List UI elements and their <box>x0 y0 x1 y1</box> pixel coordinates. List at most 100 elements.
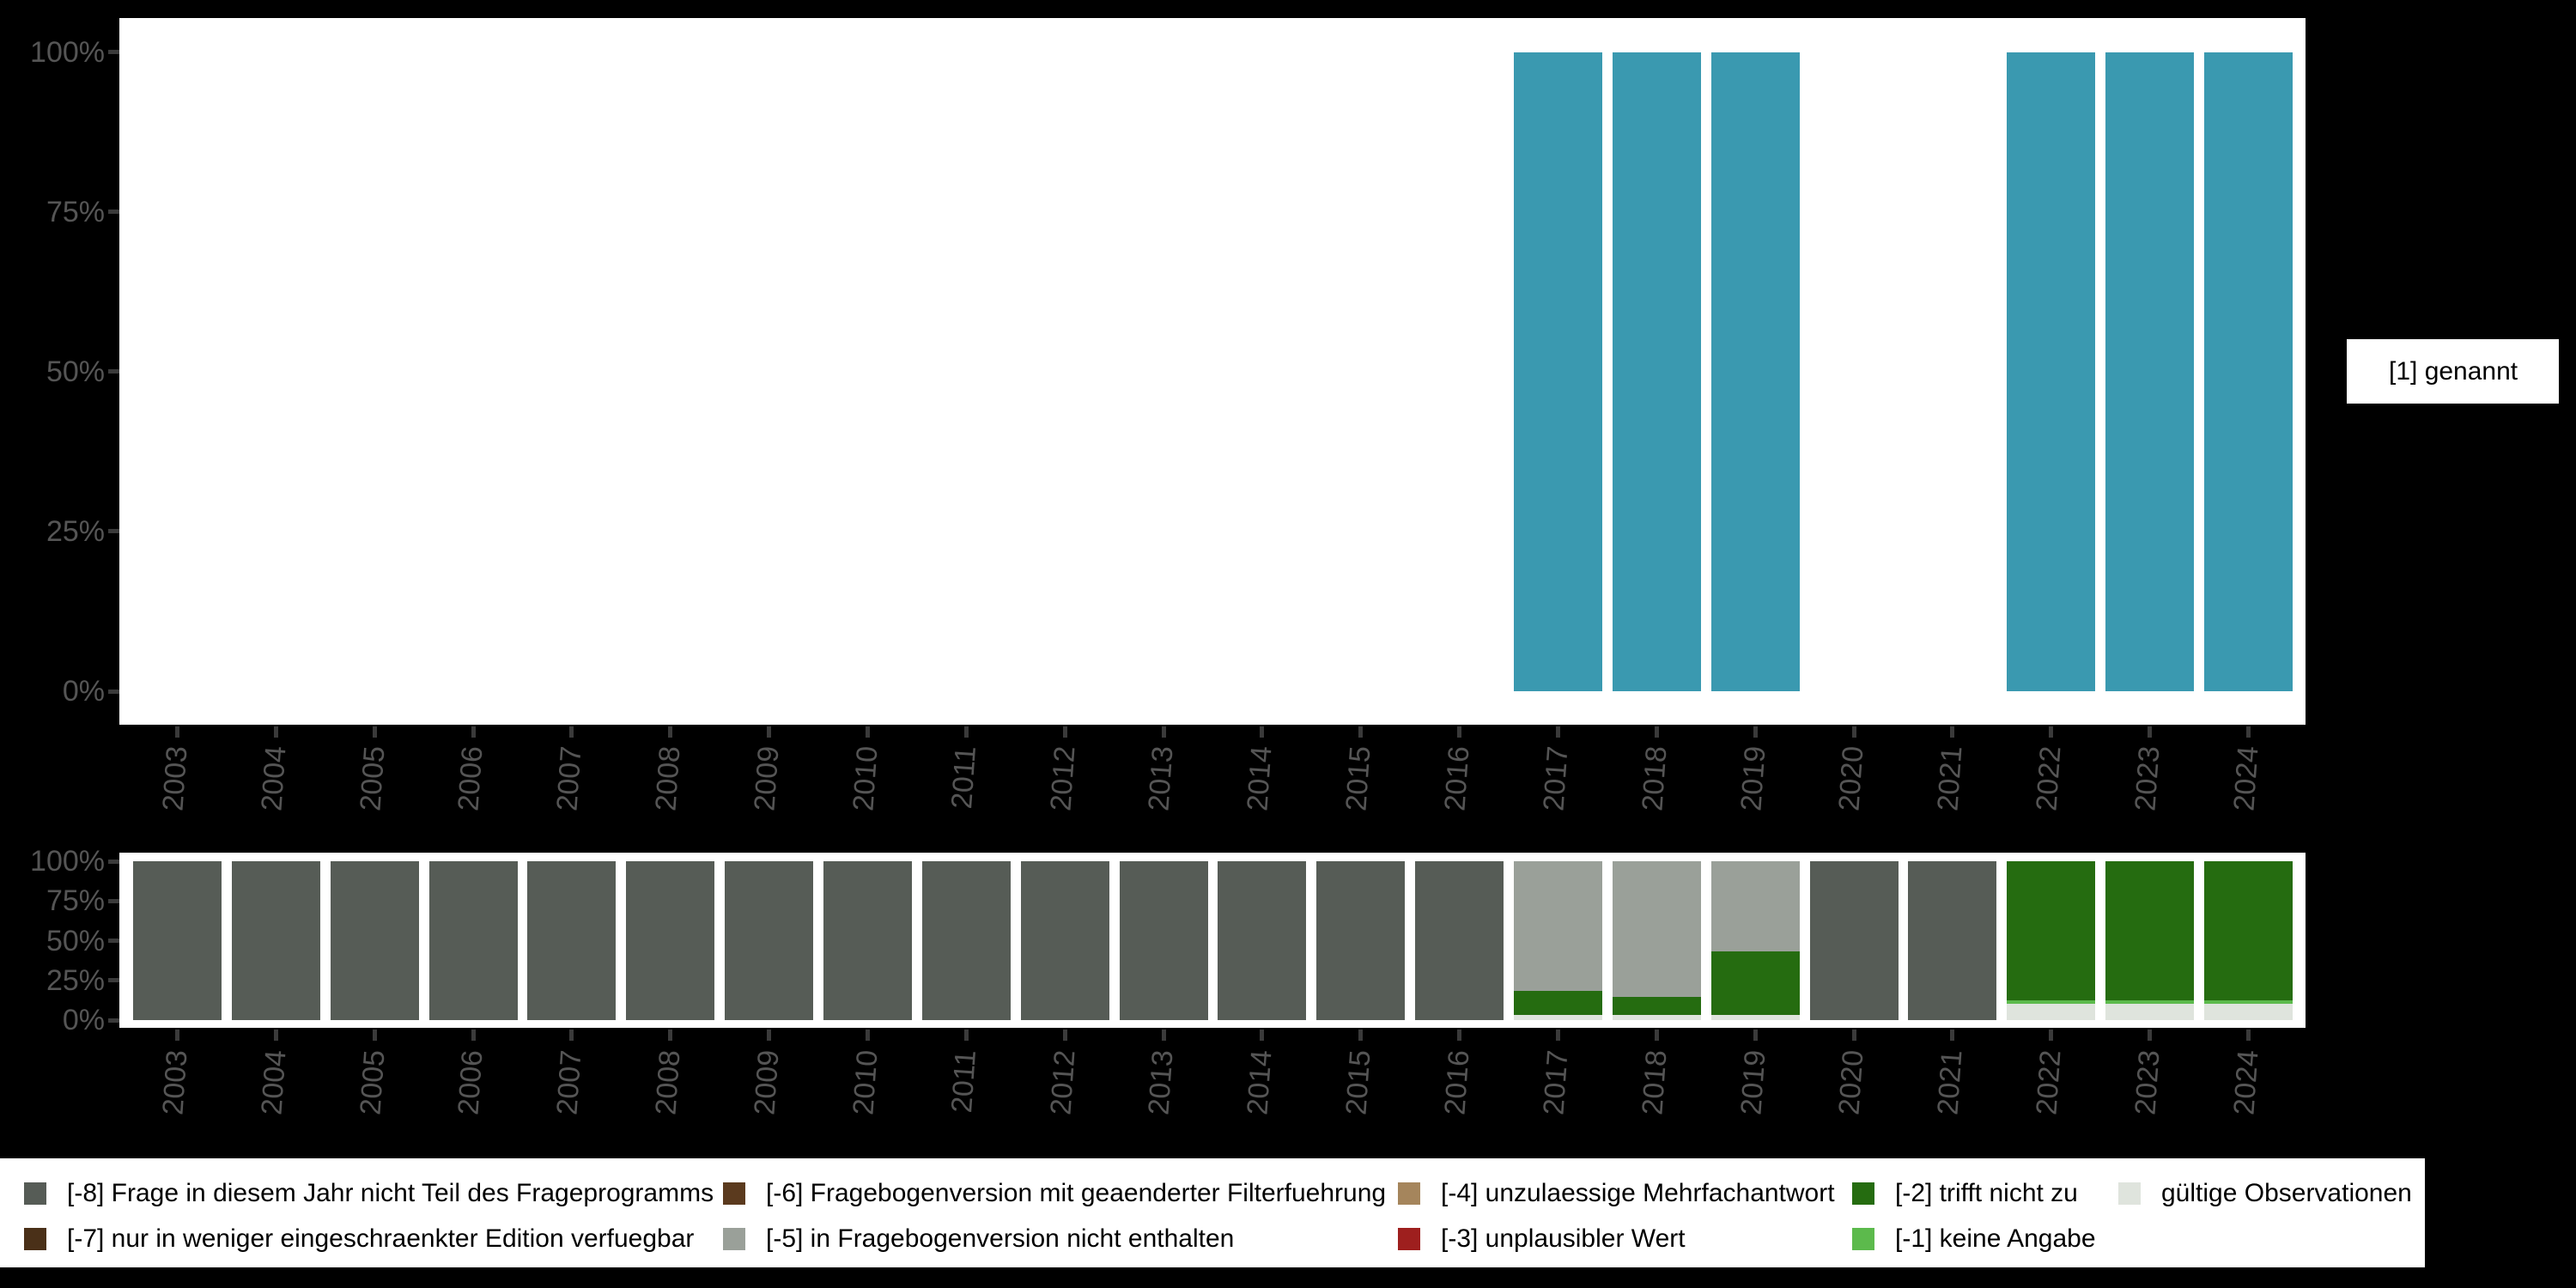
bar-segment <box>725 861 814 1020</box>
legend-item: [-5] in Fragebogenversion nicht enthalte… <box>723 1225 1234 1253</box>
top-legend: [1] genannt <box>2347 339 2559 404</box>
y-axis-tick <box>108 50 119 54</box>
legend-label: [-4] unzulaessige Mehrfachantwort <box>1441 1179 1835 1207</box>
bar-segment <box>1513 990 1602 1015</box>
x-axis-label-text: 2008 <box>649 1048 687 1116</box>
bar-segment <box>2203 861 2293 1000</box>
x-axis-tick <box>2245 726 2251 738</box>
x-axis-tick <box>273 726 278 738</box>
x-axis-label-text: 2021 <box>1931 1048 1969 1116</box>
x-axis-label-text: 2010 <box>847 744 884 812</box>
x-axis-tick <box>372 1030 377 1041</box>
y-axis-label: 0% <box>62 1004 105 1036</box>
x-axis-label-text: 2003 <box>156 1048 194 1116</box>
x-axis-label-text: 2009 <box>748 744 786 812</box>
x-axis-tick <box>1753 1030 1758 1041</box>
bar-segment <box>2105 1003 2195 1020</box>
bar-segment <box>1612 1014 1701 1020</box>
legend-swatch <box>1852 1182 1874 1205</box>
y-axis-tick <box>108 978 119 983</box>
x-axis-tick <box>1062 1030 1067 1041</box>
legend-item: [-7] nur in weniger eingeschraenkter Edi… <box>24 1225 694 1253</box>
x-axis-label-text: 2011 <box>945 1048 983 1115</box>
bar-segment <box>2203 999 2293 1004</box>
x-axis-tick <box>1950 1030 1955 1041</box>
bar-segment <box>1316 861 1406 1020</box>
bar-segment <box>1119 861 1208 1020</box>
x-axis-label-text: 2015 <box>1340 744 1377 812</box>
x-axis-tick <box>865 1030 870 1041</box>
legend-label: [-7] nur in weniger eingeschraenkter Edi… <box>67 1224 695 1253</box>
x-axis-tick <box>668 1030 673 1041</box>
x-axis-label-text: 2004 <box>255 1048 293 1116</box>
x-axis-label-text: 2009 <box>748 1048 786 1116</box>
x-axis-label-text: 2014 <box>1241 744 1279 812</box>
x-axis-tick <box>1161 726 1166 738</box>
legend-swatch <box>1398 1228 1420 1250</box>
x-axis-tick <box>963 726 969 738</box>
legend-swatch <box>24 1228 46 1250</box>
y-axis-label: 50% <box>46 355 105 388</box>
x-axis-tick <box>1555 726 1560 738</box>
x-axis-label-text: 2024 <box>2227 1048 2265 1116</box>
bar-segment <box>2007 861 2096 1000</box>
x-axis-tick <box>273 1030 278 1041</box>
x-axis-tick <box>1358 1030 1364 1041</box>
bar-segment <box>1710 52 1800 691</box>
y-axis-label: 0% <box>62 675 105 708</box>
bar-segment <box>527 861 617 1020</box>
bar-segment <box>1710 951 1800 1016</box>
legend-item: gültige Observationen <box>2118 1180 2412 1207</box>
x-axis-tick <box>175 1030 179 1041</box>
legend-item: [-2] trifft nicht zu <box>1852 1180 2078 1207</box>
bar-segment <box>1612 861 1701 998</box>
bar-segment <box>330 861 419 1020</box>
x-axis-tick <box>767 726 772 738</box>
x-axis-tick <box>1654 726 1659 738</box>
legend-label: [-3] unplausibler Wert <box>1441 1224 1686 1253</box>
y-axis-label: 75% <box>46 195 105 228</box>
x-axis-tick <box>668 726 673 738</box>
x-axis-tick <box>471 1030 476 1041</box>
x-axis-tick <box>865 726 870 738</box>
bar-segment <box>2105 52 2195 691</box>
y-axis-tick <box>108 939 119 943</box>
legend-swatch <box>1398 1182 1420 1205</box>
y-axis-tick <box>108 529 119 534</box>
x-axis-label-text: 2011 <box>945 744 983 811</box>
bar-segment <box>1612 52 1701 691</box>
bar-segment <box>1710 861 1800 952</box>
y-axis-tick <box>108 369 119 374</box>
y-axis-label: 75% <box>46 884 105 918</box>
bar-segment <box>1218 861 1307 1020</box>
y-axis-tick <box>108 689 119 694</box>
bar-segment <box>1908 861 1997 1020</box>
bar-segment <box>2203 1003 2293 1020</box>
x-axis-label-text: 2020 <box>1832 1048 1871 1116</box>
legend-label: [-8] Frage in diesem Jahr nicht Teil des… <box>67 1179 714 1207</box>
x-axis-label-text: 2005 <box>353 744 392 812</box>
x-axis-label-text: 2022 <box>2030 1048 2068 1116</box>
legend-label: [-1] keine Angabe <box>1895 1224 2096 1253</box>
bar-segment <box>1513 1014 1602 1020</box>
x-axis-label-text: 2017 <box>1537 744 1575 812</box>
x-axis-label-text: 2003 <box>156 744 194 812</box>
x-axis-label-text: 2006 <box>452 1048 490 1116</box>
x-axis-tick <box>1950 726 1955 738</box>
legend-swatch <box>1852 1228 1874 1250</box>
y-axis-tick <box>108 210 119 215</box>
y-axis-label: 25% <box>46 963 105 997</box>
x-axis-tick <box>1851 1030 1856 1041</box>
x-axis-tick <box>1457 1030 1462 1041</box>
bar-segment <box>1020 861 1109 1020</box>
legend-swatch <box>723 1228 745 1250</box>
x-axis-label-text: 2007 <box>550 1048 588 1116</box>
y-axis-label: 100% <box>30 35 105 69</box>
bar-segment <box>2007 52 2096 691</box>
x-axis-label-text: 2023 <box>2129 744 2166 812</box>
x-axis-label-text: 2016 <box>1438 1048 1476 1116</box>
bar-segment <box>823 861 912 1020</box>
x-axis-label-text: 2022 <box>2030 744 2068 812</box>
x-axis-tick <box>1358 726 1364 738</box>
